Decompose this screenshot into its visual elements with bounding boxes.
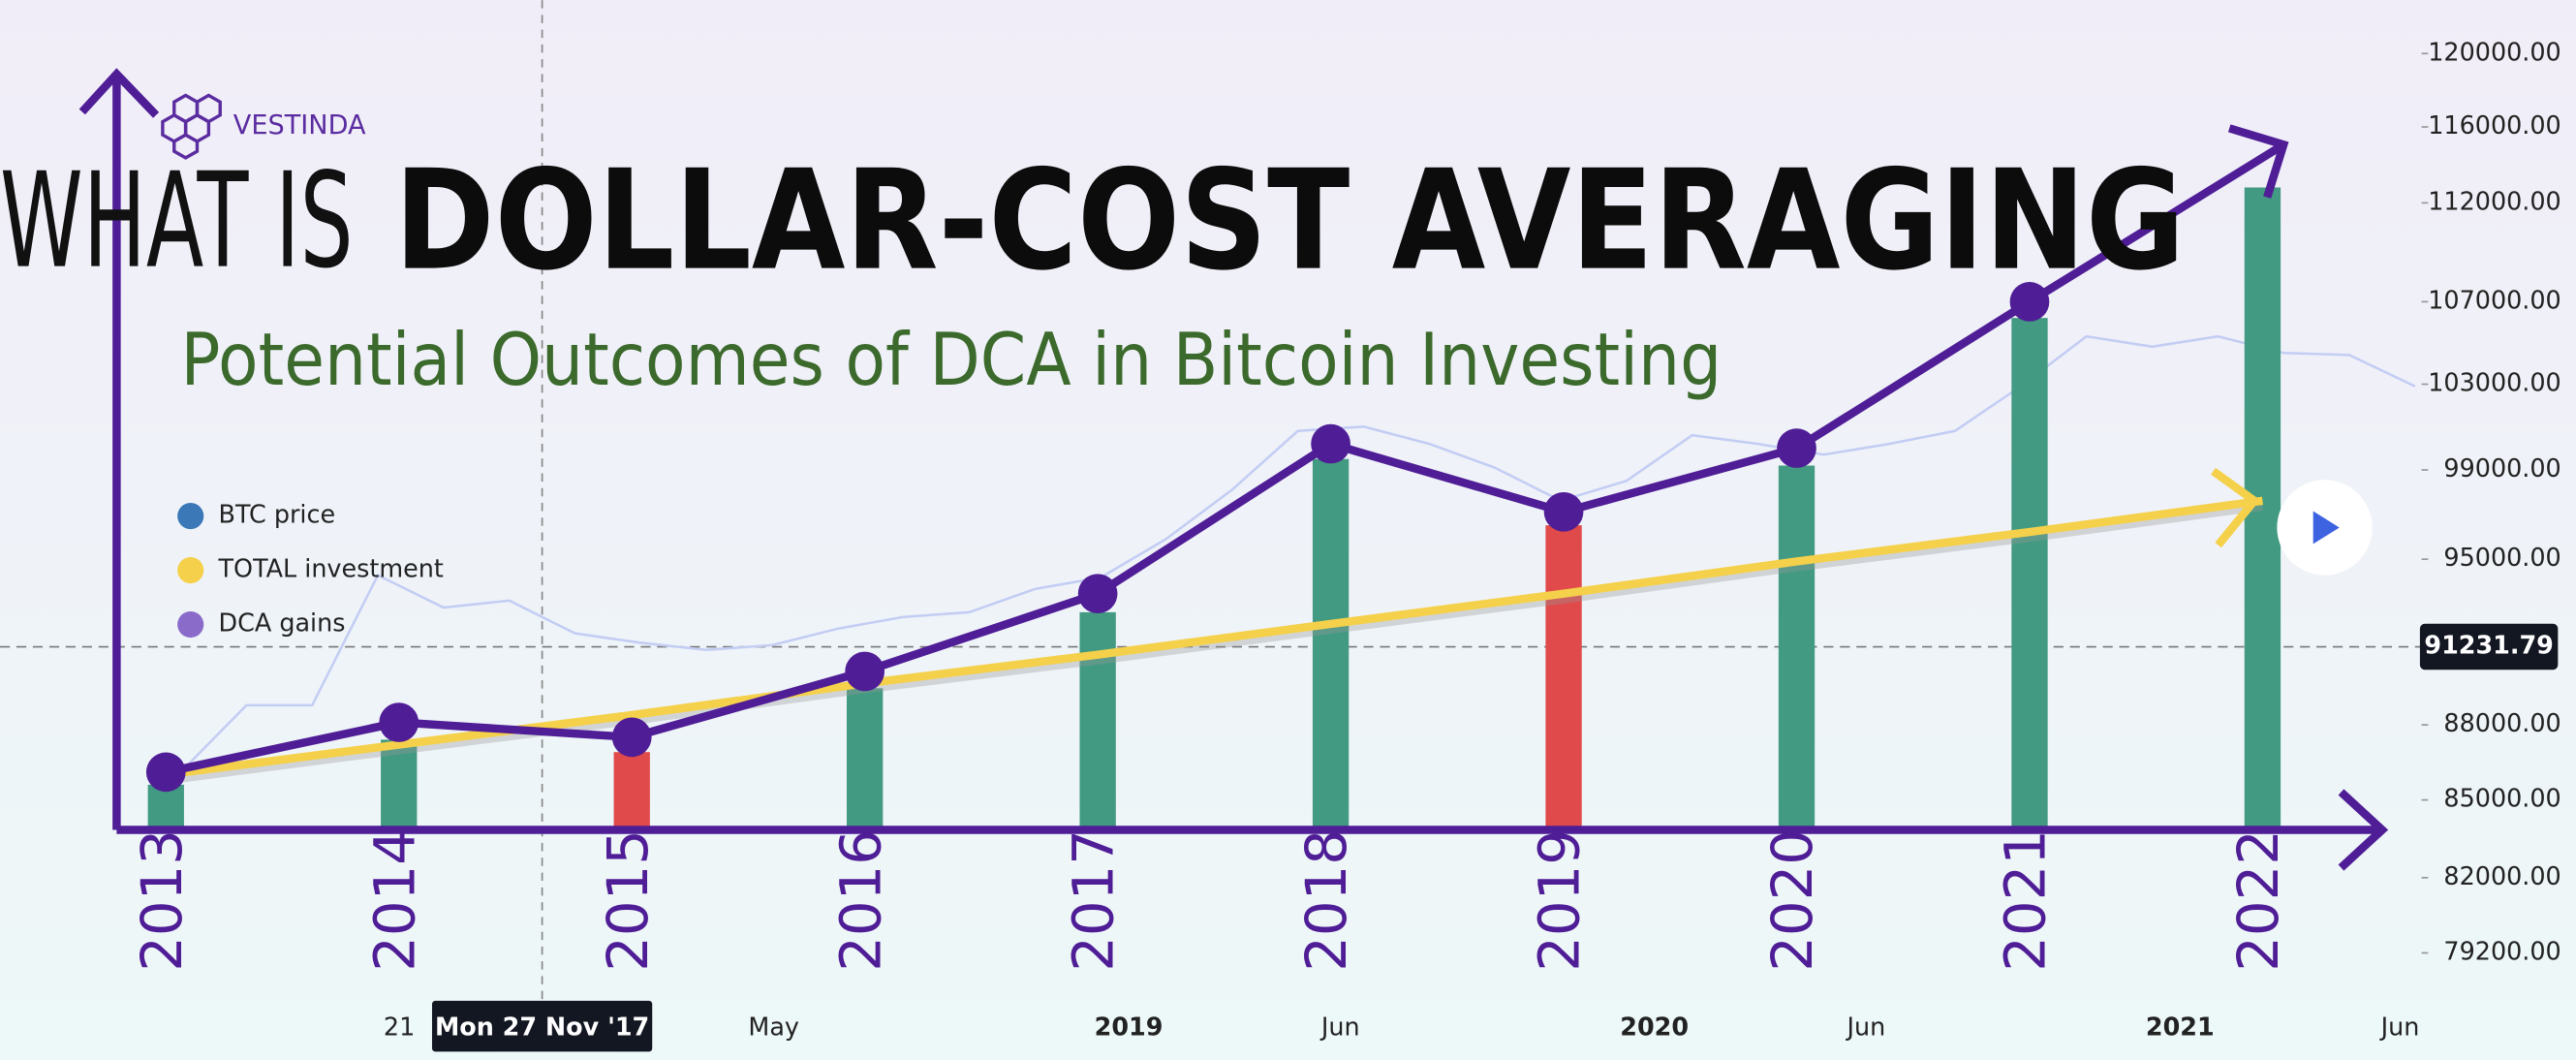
bar <box>847 688 884 830</box>
time-axis-label: 2019 <box>1095 1013 1164 1042</box>
time-axis-label: Mon 27 Nov '17 <box>435 1013 649 1042</box>
x-tick-label: 2021 <box>1993 829 2059 972</box>
bar <box>2011 318 2048 830</box>
bar <box>1778 465 1816 830</box>
x-tick-label: 2019 <box>1527 829 1593 972</box>
x-tick-label: 2015 <box>595 829 661 972</box>
bar <box>1545 525 1582 830</box>
title-prefix: WHAT IS <box>0 144 354 297</box>
x-tick-label: 2016 <box>827 829 893 972</box>
crosshair-date-box <box>431 1000 653 1052</box>
y-tick-label: 79200.00 <box>2443 936 2560 965</box>
legend-label: DCA gains <box>219 608 346 638</box>
bar <box>147 784 184 830</box>
x-axis-arrow <box>116 789 2389 871</box>
legend-swatch <box>177 503 204 530</box>
bar <box>381 739 418 830</box>
y-tick-label: 120000.00 <box>2428 37 2560 66</box>
bar <box>1079 611 1116 830</box>
time-axis-label: Jun <box>1319 1013 1360 1042</box>
y-tick-label: 85000.00 <box>2443 784 2560 813</box>
time-axis-label: 2020 <box>1620 1013 1689 1042</box>
price-tag-label: 91231.79 <box>2424 631 2553 660</box>
y-tick-label: 95000.00 <box>2443 543 2560 572</box>
dca-point <box>611 717 652 758</box>
dca-point <box>1543 491 1584 532</box>
dca-point <box>845 651 885 692</box>
x-tick-label: 2013 <box>129 829 195 972</box>
y-tick-label: 103000.00 <box>2428 368 2560 397</box>
x-tick-label: 2018 <box>1293 829 1359 972</box>
plot: 120000.00 116000.00 112000.00 107000.00 1030… <box>0 37 2561 1052</box>
y-tick-label: 112000.00 <box>2428 186 2560 215</box>
dca-arrow <box>2027 124 2289 306</box>
total-investment-arrow <box>2211 467 2261 548</box>
y-tick-label: 82000.00 <box>2443 861 2560 890</box>
time-axis-label: 2021 <box>2146 1013 2215 1042</box>
x-tick-label: 2020 <box>1759 829 1825 972</box>
dca-point <box>145 752 186 793</box>
total-investment-shadow <box>165 500 2264 785</box>
legend-swatch <box>177 610 204 639</box>
y-axis-arrow <box>78 68 160 830</box>
legend-label: BTC price <box>219 500 336 529</box>
brand: VESTINDA <box>233 110 366 140</box>
time-axis-label: May <box>748 1013 799 1042</box>
x-tick-label: 2022 <box>2225 829 2291 972</box>
y-tick-label: 99000.00 <box>2443 453 2560 483</box>
y-tick-label: 88000.00 <box>2443 708 2560 737</box>
dca-point <box>1777 428 1816 468</box>
dca-point <box>2009 282 2050 322</box>
y-tick-label: 107000.00 <box>2428 285 2560 314</box>
dca-point <box>1077 574 1118 614</box>
bar <box>1312 458 1350 830</box>
play-icon <box>2312 511 2340 545</box>
bar <box>613 752 650 830</box>
legend-label: TOTAL investment <box>218 554 444 583</box>
time-axis-label: Jun <box>1846 1013 1886 1042</box>
logo <box>161 93 222 160</box>
x-tick-label: 2017 <box>1061 829 1127 972</box>
legend-swatch <box>177 556 204 584</box>
dca-point <box>379 702 419 742</box>
y-tick-label: 116000.00 <box>2428 110 2560 140</box>
x-tick-label: 2014 <box>361 829 427 972</box>
time-axis-label: 21 <box>384 1013 415 1042</box>
time-axis-label: Jun <box>2379 1013 2420 1042</box>
title: DOLLAR-COST AVERAGING <box>394 140 2185 301</box>
time-axis: 21 Mon 27 Nov '17 May 2019 Jun 2020 Jun 2021 Jun <box>384 1000 2420 1052</box>
dca-point <box>1311 423 1350 464</box>
price-tag <box>2419 623 2559 670</box>
subtitle: Potential Outcomes of DCA in Bitcoin Inv… <box>181 318 1723 402</box>
